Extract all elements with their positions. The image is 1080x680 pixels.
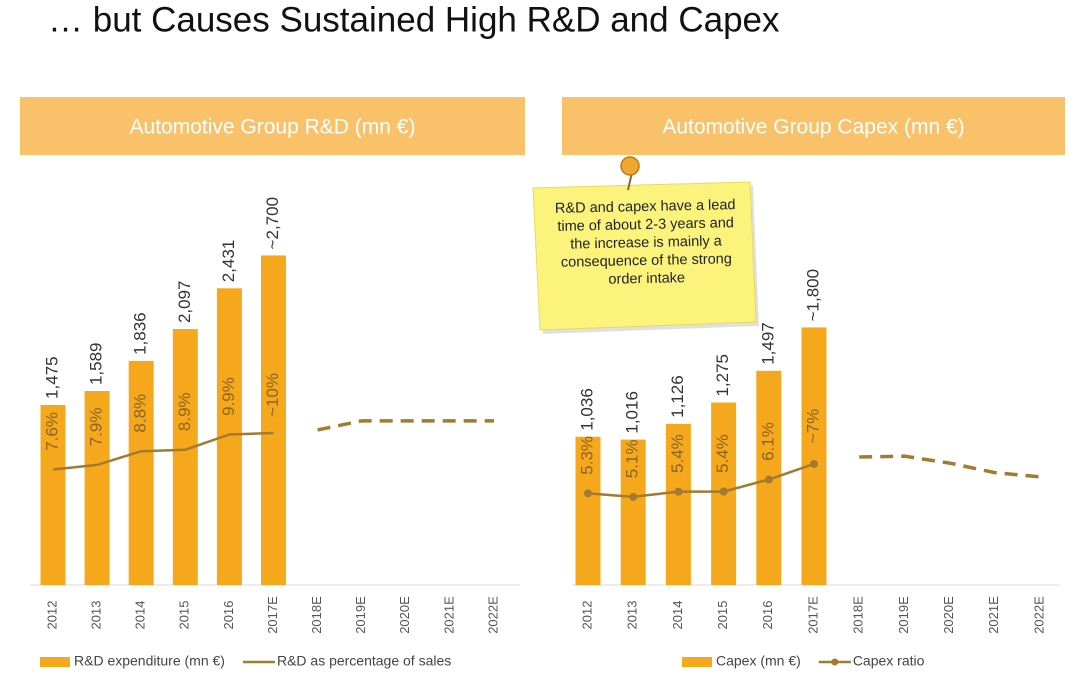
bar — [84, 391, 110, 585]
x-tick-label: 2016 — [760, 601, 775, 630]
x-tick-label: 2015 — [715, 601, 730, 630]
legend-label: R&D expenditure (mn €) — [74, 653, 225, 669]
bar-value-label: 1,275 — [713, 354, 732, 397]
bar-value-label: 1,126 — [668, 375, 687, 418]
ratio-value-label: 5.3% — [577, 436, 596, 475]
x-tick-label: 2019E — [896, 596, 911, 634]
line-marker — [764, 475, 773, 484]
chart-header — [20, 97, 525, 155]
line-marker — [584, 489, 592, 498]
x-tick-label: 2017E — [265, 596, 280, 634]
bar-value-label: 1,036 — [577, 388, 596, 431]
bar-value-label: 1,016 — [623, 391, 642, 434]
line-marker — [674, 487, 683, 496]
bar-value-label: ~1,800 — [803, 269, 822, 321]
x-tick-label: 2021E — [441, 596, 456, 634]
chart-header — [562, 97, 1065, 155]
bar-value-label: 1,836 — [131, 312, 150, 355]
ratio-value-label: 5.1% — [623, 439, 642, 478]
legend-marker — [831, 658, 839, 666]
x-tick-label: 2020E — [397, 596, 412, 634]
sticky-note — [532, 156, 759, 334]
note-text: R&D and capex have a lead time of about … — [554, 197, 736, 288]
x-tick-label: 2013 — [625, 601, 640, 630]
ratio-value-label: 7.6% — [42, 412, 61, 451]
bar — [575, 436, 601, 585]
legend-swatch — [40, 657, 70, 667]
bar — [172, 329, 198, 585]
ratio-value-label: 9.9% — [219, 377, 238, 416]
bar-value-label: 2,431 — [219, 240, 238, 283]
x-tick-label: 2014 — [670, 601, 685, 630]
x-tick-label: 2022E — [485, 596, 500, 634]
bar-value-label: 1,589 — [87, 343, 106, 386]
x-tick-label: 2014 — [133, 601, 148, 630]
pin-head — [620, 156, 640, 176]
ratio-value-label: 5.4% — [713, 434, 732, 473]
line-marker — [629, 492, 638, 501]
ratio-value-label: 8.9% — [175, 392, 194, 431]
bar — [128, 360, 154, 585]
bar-value-label: ~2,700 — [263, 197, 282, 249]
x-tick-label: 2017E — [805, 596, 820, 634]
x-tick-label: 2021E — [986, 596, 1001, 634]
bar-value-label: 2,097 — [175, 280, 194, 323]
ratio-line — [52, 431, 274, 471]
bar — [620, 439, 646, 585]
legend-label: R&D as percentage of sales — [277, 653, 451, 669]
projection-line — [859, 454, 1041, 479]
ratio-line — [587, 462, 815, 499]
x-tick-label: 2018E — [309, 596, 324, 634]
x-tick-label: 2018E — [851, 596, 866, 634]
line-marker — [810, 459, 818, 468]
bar-value-label: 1,475 — [42, 356, 61, 399]
slide-title: … but Causes Sustained High R&D and Cape… — [48, 0, 780, 39]
legend-label: Capex ratio — [853, 653, 925, 669]
x-tick-label: 2016 — [221, 601, 236, 630]
chart-title: Automotive Group R&D (mn €) — [130, 116, 416, 139]
line-marker — [719, 487, 728, 496]
legend-swatch — [682, 657, 712, 667]
x-tick-label: 2015 — [177, 601, 192, 630]
chart-panel: Automotive Group R&D (mn €) 2012 2013 2014 2… — [20, 97, 525, 669]
x-tick-label: 2013 — [89, 601, 104, 630]
x-tick-label: 2019E — [353, 596, 368, 634]
projection-line — [317, 419, 494, 432]
x-tick-label: 2012 — [579, 601, 594, 630]
ratio-value-label: 5.4% — [668, 434, 687, 473]
x-tick-label: 2022E — [1031, 596, 1046, 634]
ratio-value-label: 7.9% — [87, 408, 106, 447]
bar — [261, 255, 286, 586]
chart-title: Automotive Group Capex (mn €) — [662, 116, 964, 139]
ratio-value-label: ~10% — [263, 373, 282, 417]
x-tick-label: 2012 — [44, 601, 59, 630]
ratio-value-label: 8.8% — [131, 394, 150, 433]
note-paper — [532, 181, 757, 331]
ratio-value-label: 6.1% — [758, 422, 777, 461]
chart-panel: Automotive Group Capex (mn €) 2012 2013 201… — [562, 97, 1065, 669]
x-tick-label: 2020E — [941, 596, 956, 634]
legend-label: Capex (mn €) — [716, 653, 801, 669]
bar — [801, 327, 827, 585]
ratio-value-label: ~7% — [803, 409, 822, 444]
bar — [40, 404, 66, 585]
bar-value-label: 1,497 — [758, 322, 777, 365]
bar — [665, 423, 691, 585]
